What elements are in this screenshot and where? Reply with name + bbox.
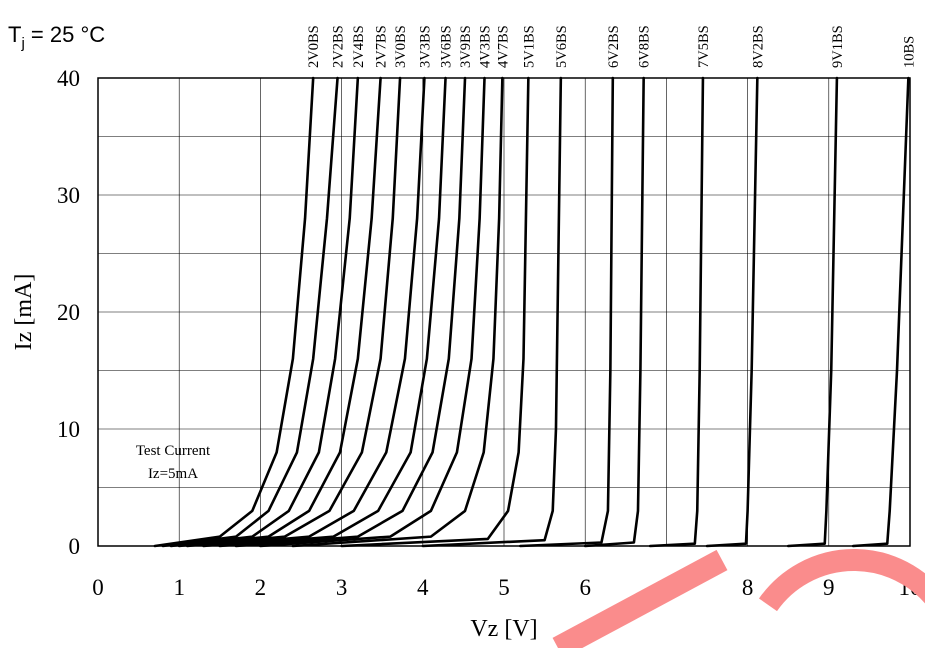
x-tick-label: 5 — [498, 575, 510, 600]
series-label-7v5bs: 7V5BS — [696, 25, 712, 68]
x-tick-label: 0 — [92, 575, 104, 600]
series-label-3v3bs: 3V3BS — [417, 25, 433, 68]
series-labels: 2V0BS 2V2BS 2V4BS 2V7BS 3V0BS 3V3BS 3V6BS 3V9BS… — [306, 25, 917, 68]
curve-3v6bs — [218, 76, 447, 548]
watermark-arc — [758, 549, 925, 612]
curve-6v2bs — [518, 76, 615, 548]
series-label-4v7bs: 4V7BS — [495, 25, 511, 68]
series-label-3v9bs: 3V9BS — [458, 25, 474, 68]
curve-2v2bs — [161, 76, 339, 548]
y-tick-labels: 0 10 20 30 40 — [57, 66, 80, 559]
grid-lines — [98, 78, 910, 546]
series-label-2v2bs: 2V2BS — [331, 25, 347, 68]
y-tick-label: 30 — [57, 183, 80, 208]
series-label-8v2bs: 8V2BS — [750, 25, 766, 68]
curve-2v4bs — [169, 76, 360, 548]
series-label-9v1bs: 9V1BS — [830, 25, 846, 68]
x-tick-label: 9 — [823, 575, 835, 600]
curve-6v8bs — [583, 76, 645, 548]
plot-frame — [97, 77, 911, 547]
series-label-5v6bs: 5V6BS — [554, 25, 570, 68]
curve-8v2bs — [705, 76, 759, 548]
series-label-6v2bs: 6V2BS — [606, 25, 622, 68]
curve-10bs — [851, 76, 910, 548]
curve-4v7bs — [291, 76, 504, 548]
curve-5v6bs — [421, 76, 563, 548]
series-label-3v0bs: 3V0BS — [393, 25, 409, 68]
series-label-6v8bs: 6V8BS — [637, 25, 653, 68]
x-tick-label: 8 — [742, 575, 754, 600]
curve-3v3bs — [202, 76, 426, 548]
curve-7v5bs — [648, 76, 705, 548]
series-label-5v1bs: 5V1BS — [521, 25, 537, 68]
watermark-slash — [552, 549, 728, 648]
y-axis-label: Iz [mA] — [11, 274, 37, 351]
iz-annotation: Iz=5mA — [148, 466, 198, 482]
y-tick-label: 0 — [69, 534, 81, 559]
series-label-10bs: 10BS — [901, 36, 917, 68]
series-label-2v0bs: 2V0BS — [306, 25, 322, 68]
series-label-2v4bs: 2V4BS — [351, 25, 367, 68]
test-current-annotation: Test Current — [136, 443, 211, 459]
x-tick-label: 4 — [417, 575, 429, 600]
condition-label: Tj = 25 °C — [8, 22, 105, 52]
curves-group — [153, 76, 910, 548]
x-axis-label: Vz [V] — [470, 616, 537, 642]
curve-9v1bs — [786, 76, 839, 548]
curve-2v0bs — [153, 76, 315, 548]
curve-3v9bs — [234, 76, 467, 548]
series-label-3v6bs: 3V6BS — [439, 25, 455, 68]
curve-5v1bs — [340, 76, 530, 548]
curve-2v7bs — [177, 76, 382, 548]
x-tick-label: 1 — [173, 575, 185, 600]
x-tick-label: 6 — [579, 575, 591, 600]
x-tick-label: 3 — [336, 575, 348, 600]
y-tick-label: 20 — [57, 300, 80, 325]
series-label-4v3bs: 4V3BS — [478, 25, 494, 68]
series-label-2v7bs: 2V7BS — [374, 25, 390, 68]
curve-3v0bs — [186, 76, 402, 548]
watermark-logo — [552, 549, 925, 648]
x-tick-label: 2 — [255, 575, 267, 600]
y-tick-label: 10 — [57, 417, 80, 442]
y-tick-label: 40 — [57, 66, 80, 91]
curve-4v3bs — [259, 76, 486, 548]
